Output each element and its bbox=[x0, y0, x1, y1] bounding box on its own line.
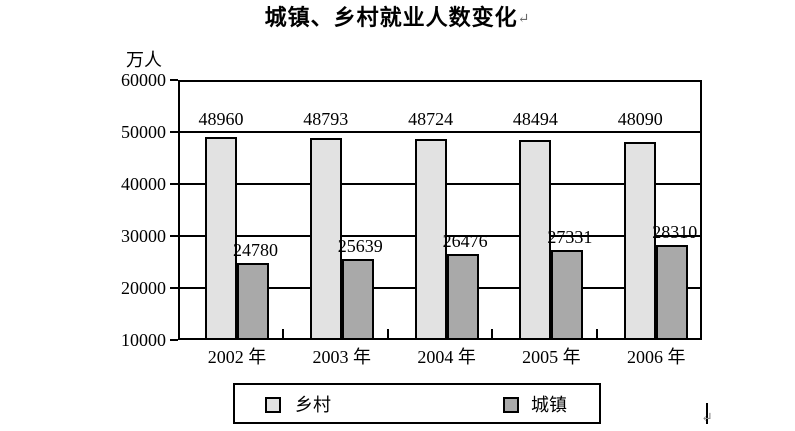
y-axis-tick-label-30000: 30000 bbox=[121, 226, 166, 246]
bar-乡村-2005 年 bbox=[519, 139, 552, 340]
y-axis-tick-20000 bbox=[170, 287, 178, 289]
legend-swatch-rural bbox=[265, 397, 281, 413]
x-axis-label-2002 年: 2002 年 bbox=[207, 347, 267, 367]
x-axis-label-2005 年: 2005 年 bbox=[522, 347, 581, 367]
x-axis-tick-4 bbox=[596, 329, 599, 338]
bar-乡村-2004 年 bbox=[414, 138, 447, 340]
gridline-50000 bbox=[178, 131, 702, 133]
paragraph-return-icon: ↵ bbox=[701, 411, 713, 426]
x-axis-label-2006 年: 2006 年 bbox=[626, 347, 686, 367]
bar-乡村-2006 年 bbox=[624, 141, 657, 340]
bar-城镇-2004 年 bbox=[446, 254, 479, 340]
legend-label-urban: 城镇 bbox=[531, 395, 567, 415]
bar-乡村-2003 年 bbox=[309, 138, 342, 340]
value-label-城镇-2004 年: 26476 bbox=[442, 231, 488, 252]
y-axis-tick-label-40000: 40000 bbox=[121, 174, 166, 194]
bar-城镇-2003 年 bbox=[341, 258, 374, 340]
value-label-城镇-2006 年: 28310 bbox=[652, 221, 698, 242]
y-axis-tick-50000 bbox=[170, 131, 178, 133]
value-label-城镇-2005 年: 27331 bbox=[547, 226, 593, 247]
x-axis-label-2003 年: 2003 年 bbox=[312, 347, 372, 367]
value-label-乡村-2006 年: 48090 bbox=[617, 109, 663, 129]
text-cursor bbox=[706, 403, 708, 424]
bar-城镇-2002 年 bbox=[237, 263, 269, 340]
paragraph-return-icon: ↵ bbox=[517, 12, 531, 27]
y-axis-tick-30000 bbox=[170, 235, 178, 237]
y-axis-tick-label-10000: 10000 bbox=[121, 330, 166, 350]
x-axis-tick-3 bbox=[491, 329, 494, 338]
legend: 乡村 城镇 bbox=[233, 383, 601, 424]
chart-title: 城镇、乡村就业人数变化↵ bbox=[0, 0, 795, 32]
bar-城镇-2006 年 bbox=[656, 244, 689, 340]
y-axis-tick-40000 bbox=[170, 183, 178, 185]
y-axis-tick-60000 bbox=[170, 79, 178, 81]
y-axis-unit-label: 万人 bbox=[126, 50, 162, 70]
x-axis-label-2004 年: 2004 年 bbox=[417, 347, 476, 367]
chart-title-text: 城镇、乡村就业人数变化 bbox=[264, 5, 518, 30]
y-axis-tick-label-50000: 50000 bbox=[121, 122, 166, 142]
bar-乡村-2002 年 bbox=[205, 137, 237, 340]
y-axis-tick-label-20000: 20000 bbox=[121, 278, 166, 298]
value-label-乡村-2004 年: 48724 bbox=[408, 109, 454, 129]
y-axis-tick-10000 bbox=[170, 339, 178, 341]
value-label-乡村-2003 年: 48793 bbox=[303, 109, 349, 129]
value-label-乡村-2005 年: 48494 bbox=[512, 109, 558, 129]
x-axis-tick-2 bbox=[386, 329, 389, 338]
bar-城镇-2005 年 bbox=[551, 249, 584, 340]
y-axis-tick-label-60000: 60000 bbox=[121, 70, 166, 90]
legend-label-rural: 乡村 bbox=[295, 395, 331, 415]
legend-swatch-urban bbox=[503, 397, 519, 413]
x-axis-tick-1 bbox=[281, 329, 284, 338]
value-label-城镇-2002 年: 24780 bbox=[233, 240, 278, 261]
value-label-乡村-2002 年: 48960 bbox=[198, 109, 244, 129]
value-label-城镇-2003 年: 25639 bbox=[337, 235, 383, 256]
